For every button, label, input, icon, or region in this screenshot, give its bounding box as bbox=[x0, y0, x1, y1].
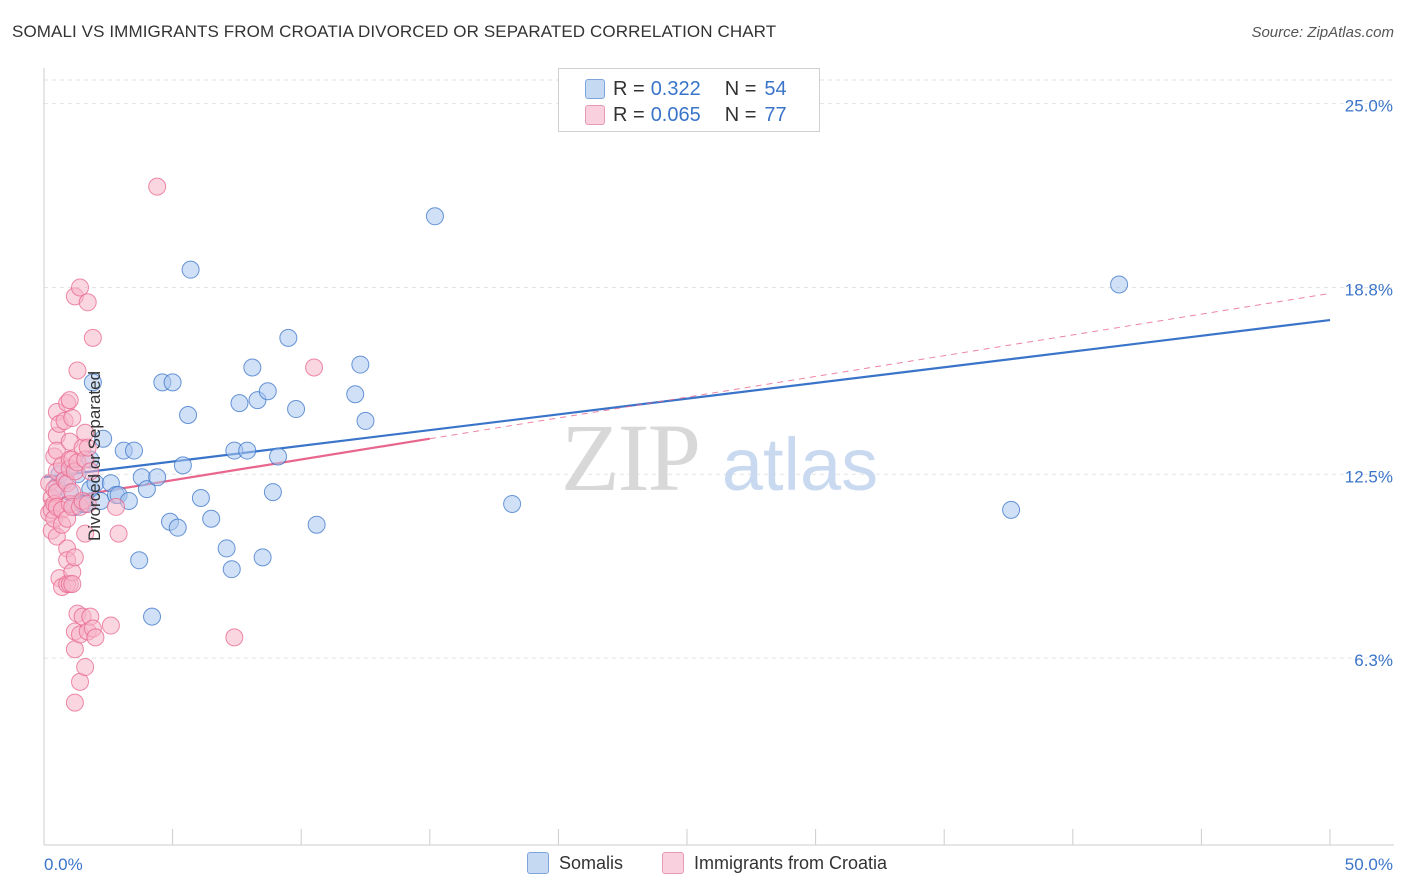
data-point-somalis bbox=[179, 405, 198, 424]
data-point-croatia bbox=[78, 293, 97, 312]
watermark-atlas: atlas bbox=[722, 423, 878, 506]
data-point-croatia bbox=[78, 494, 97, 513]
r-label: R = bbox=[613, 77, 645, 100]
legend-swatch-croatia bbox=[585, 105, 605, 125]
legend-label-somalis: Somalis bbox=[559, 852, 624, 873]
data-point-somalis bbox=[83, 373, 102, 392]
data-point-croatia bbox=[63, 575, 82, 594]
data-point-somalis bbox=[143, 607, 162, 626]
data-point-somalis bbox=[202, 509, 221, 528]
data-point-somalis bbox=[269, 447, 288, 466]
legend-item-croatia: Immigrants from Croatia bbox=[662, 852, 887, 874]
data-point-somalis bbox=[356, 411, 375, 430]
data-point-somalis bbox=[148, 468, 167, 487]
data-point-somalis bbox=[1110, 275, 1129, 294]
data-point-somalis bbox=[163, 373, 182, 392]
data-point-somalis bbox=[181, 260, 200, 279]
watermark-zip: ZIP bbox=[561, 404, 699, 511]
r-value: 0.065 bbox=[650, 103, 701, 126]
data-point-somalis bbox=[279, 328, 298, 347]
y-tick-labels: 6.3% 12.5% 18.8% 25.0% bbox=[1345, 97, 1393, 671]
data-point-somalis bbox=[137, 480, 156, 499]
x-tick-label-max: 50.0% bbox=[1345, 855, 1393, 874]
data-point-somalis bbox=[503, 494, 522, 513]
data-point-croatia bbox=[63, 408, 82, 427]
watermark: ZIP atlas bbox=[561, 404, 878, 511]
data-point-croatia bbox=[83, 328, 102, 347]
y-tick-label: 18.8% bbox=[1345, 280, 1393, 299]
data-point-croatia bbox=[68, 361, 87, 380]
chart-source: Source: ZipAtlas.com bbox=[1251, 24, 1394, 41]
data-points bbox=[40, 177, 1129, 712]
data-point-croatia bbox=[71, 278, 90, 297]
data-point-croatia bbox=[148, 177, 167, 196]
legend-label-croatia: Immigrants from Croatia bbox=[694, 852, 888, 873]
data-point-somalis bbox=[191, 489, 210, 508]
legend-row-somalis: R = 0.322 N = 54 bbox=[585, 77, 787, 101]
data-point-croatia bbox=[107, 497, 126, 516]
data-point-somalis bbox=[1002, 500, 1021, 519]
data-point-somalis bbox=[94, 429, 113, 448]
x-tick-labels: 0.0% 50.0% bbox=[44, 855, 1393, 874]
y-tick-label: 6.3% bbox=[1354, 651, 1393, 670]
data-point-somalis bbox=[217, 539, 236, 558]
n-value: 77 bbox=[764, 103, 787, 126]
y-axis-label: Divorced or Separated bbox=[85, 370, 105, 542]
data-point-somalis bbox=[258, 382, 277, 401]
data-point-croatia bbox=[60, 391, 79, 410]
legend-swatch-croatia bbox=[662, 852, 684, 874]
data-point-somalis bbox=[307, 515, 326, 534]
n-label: N = bbox=[724, 77, 757, 100]
data-point-croatia bbox=[225, 628, 244, 647]
data-point-croatia bbox=[65, 548, 84, 567]
legend-row-croatia: R = 0.065 N = 77 bbox=[585, 103, 787, 127]
data-point-somalis bbox=[125, 441, 144, 460]
data-point-somalis bbox=[351, 355, 370, 374]
legend-item-somalis: Somalis bbox=[527, 852, 623, 874]
chart-title: SOMALI VS IMMIGRANTS FROM CROATIA DIVORC… bbox=[12, 22, 777, 41]
data-point-somalis bbox=[130, 551, 149, 570]
correlation-legend: R = 0.322 N = 54 R = 0.065 N = 77 bbox=[558, 68, 820, 132]
data-point-somalis bbox=[243, 358, 262, 377]
y-tick-label: 25.0% bbox=[1345, 97, 1393, 116]
legend-swatch-somalis bbox=[585, 79, 605, 99]
data-point-croatia bbox=[305, 358, 324, 377]
r-label: R = bbox=[613, 103, 645, 126]
data-point-croatia bbox=[78, 438, 97, 457]
data-point-croatia bbox=[76, 524, 95, 543]
data-point-somalis bbox=[173, 456, 192, 475]
data-point-somalis bbox=[230, 394, 249, 413]
data-point-somalis bbox=[263, 483, 282, 502]
data-point-croatia bbox=[81, 462, 100, 481]
data-point-somalis bbox=[168, 518, 187, 537]
series-legend: Somalis Immigrants from Croatia bbox=[0, 852, 1406, 878]
data-point-croatia bbox=[76, 658, 95, 677]
r-value: 0.322 bbox=[650, 77, 701, 100]
data-point-somalis bbox=[425, 207, 444, 226]
data-point-somalis bbox=[222, 560, 241, 579]
data-point-somalis bbox=[253, 548, 272, 567]
data-point-croatia bbox=[65, 693, 84, 712]
data-point-somalis bbox=[238, 441, 257, 460]
data-point-croatia bbox=[86, 628, 105, 647]
trend-line-0 bbox=[43, 318, 1331, 479]
y-tick-label: 12.5% bbox=[1345, 467, 1393, 486]
n-label: N = bbox=[724, 103, 757, 126]
data-point-croatia bbox=[109, 524, 128, 543]
n-value: 54 bbox=[764, 77, 787, 100]
legend-swatch-somalis bbox=[527, 852, 549, 874]
trend-line-extension-1 bbox=[429, 292, 1331, 440]
data-point-somalis bbox=[346, 385, 365, 404]
axes bbox=[43, 68, 1394, 846]
x-tick-label-min: 0.0% bbox=[44, 855, 83, 874]
data-point-croatia bbox=[101, 616, 120, 635]
data-point-somalis bbox=[287, 400, 306, 419]
